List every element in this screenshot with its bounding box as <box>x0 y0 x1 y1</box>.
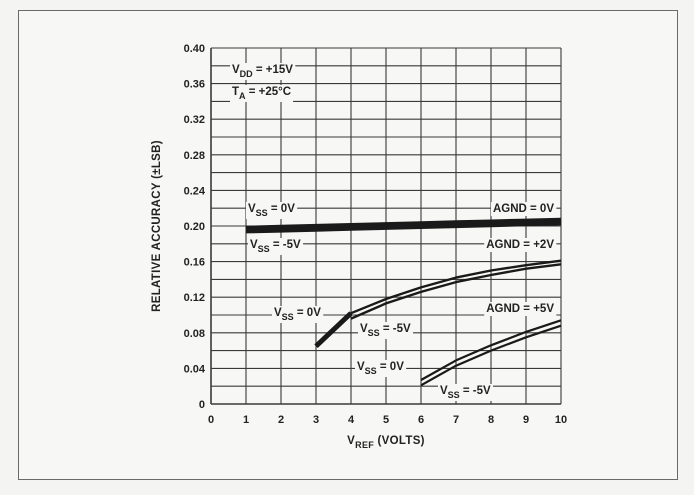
label-background <box>355 360 407 377</box>
condition-label: TA = +25°C <box>232 86 291 101</box>
y-tick-label: 0.28 <box>184 150 205 162</box>
y-tick-label: 0.12 <box>184 292 205 304</box>
label-background <box>246 202 298 219</box>
figure-frame <box>18 10 678 480</box>
annotation-label: AGND = +2V <box>486 239 554 251</box>
series-line <box>315 259 562 347</box>
y-tick-label: 0.08 <box>184 328 205 340</box>
annotation-label: VSS = 0V <box>357 361 404 376</box>
label-background <box>248 238 304 255</box>
x-tick-label: 8 <box>488 414 494 426</box>
x-axis-title: VREF (VOLTS) <box>347 435 425 450</box>
series-group <box>245 217 562 387</box>
label-background <box>438 384 494 401</box>
label-background <box>272 306 324 323</box>
y-tick-label: 0.24 <box>184 185 206 197</box>
annotation-labels: VSS = 0V VSS = -5V AGND = 0V AGND = +2V VSS … <box>246 202 557 401</box>
x-tick-label: 9 <box>523 414 529 426</box>
annotation-label: VSS = -5V <box>440 385 491 400</box>
series-line <box>420 324 562 387</box>
condition-label: VDD = +15V <box>232 64 293 79</box>
annotation-label: AGND = 0V <box>493 203 554 215</box>
label-background <box>358 322 414 339</box>
x-tick-label: 10 <box>555 414 567 426</box>
y-tick-labels: 0 0.04 0.08 0.12 0.16 0.20 0.24 0.28 0.32 0.36 0.4… <box>184 43 206 411</box>
y-tick-label: 0.40 <box>184 43 205 55</box>
y-tick-label: 0.20 <box>184 221 205 233</box>
annotation-label: VSS = -5V <box>250 239 301 254</box>
x-tick-label: 6 <box>418 414 424 426</box>
series-line-start <box>314 311 353 348</box>
x-tick-label: 5 <box>383 414 389 426</box>
y-axis-label: RELATIVE ACCURACY (±LSB) <box>151 140 163 312</box>
series-line <box>245 217 562 230</box>
annotation-label: VSS = 0V <box>274 307 321 322</box>
x-tick-label: 3 <box>313 414 319 426</box>
y-tick-label: 0.16 <box>184 257 205 269</box>
annotation-label: VSS = -5V <box>360 323 411 338</box>
series-line <box>350 263 562 320</box>
x-tick-label: 7 <box>453 414 459 426</box>
conditions-label: VDD = +15V TA = +25°C <box>230 63 296 102</box>
x-tick-label: 4 <box>348 414 355 426</box>
series-line <box>245 221 562 234</box>
label-background <box>230 63 296 80</box>
annotation-label: VSS = 0V <box>248 203 295 218</box>
y-tick-label: 0.36 <box>184 79 205 91</box>
label-background <box>484 238 557 252</box>
x-tick-label: 0 <box>208 414 214 426</box>
annotation-label: AGND = +5V <box>486 303 554 315</box>
y-tick-label: 0.32 <box>184 114 205 126</box>
x-tick-label: 1 <box>243 414 249 426</box>
label-background <box>490 202 557 216</box>
y-tick-label: 0 <box>199 399 205 411</box>
x-axis-label: VREF (VOLTS) <box>347 435 425 450</box>
x-tick-labels: 0 1 2 3 4 5 6 7 8 9 10 <box>208 414 567 426</box>
series-line <box>420 319 562 381</box>
label-background <box>484 302 557 316</box>
y-tick-label: 0.04 <box>184 363 206 375</box>
x-tick-label: 2 <box>278 414 284 426</box>
label-background <box>230 85 294 102</box>
